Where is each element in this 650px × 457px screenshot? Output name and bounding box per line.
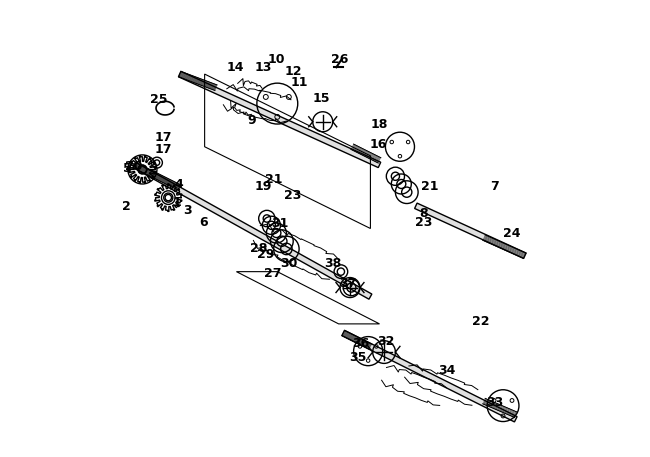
Text: 19: 19	[254, 180, 272, 193]
Polygon shape	[133, 162, 372, 299]
Text: 7: 7	[490, 180, 499, 193]
Text: 4: 4	[174, 178, 183, 191]
Text: 23: 23	[415, 216, 433, 229]
Text: 28: 28	[250, 243, 267, 255]
Text: 21: 21	[265, 173, 283, 186]
Text: 9: 9	[247, 114, 255, 127]
Text: 38: 38	[324, 257, 342, 271]
Text: 10: 10	[268, 53, 285, 66]
Text: 34: 34	[438, 364, 456, 377]
Text: 29: 29	[257, 248, 275, 261]
Text: 25: 25	[150, 93, 167, 106]
Text: 27: 27	[264, 266, 281, 280]
Text: 17: 17	[154, 131, 172, 144]
Text: 32: 32	[377, 335, 394, 348]
Text: 13: 13	[254, 61, 272, 74]
Text: 18: 18	[370, 117, 388, 131]
Text: 31: 31	[271, 217, 288, 229]
Polygon shape	[415, 203, 526, 259]
Text: 24: 24	[503, 227, 521, 239]
Polygon shape	[179, 71, 381, 168]
Text: 26: 26	[332, 53, 348, 65]
Text: 1: 1	[173, 196, 182, 209]
Text: 12: 12	[285, 65, 302, 78]
Text: 20: 20	[125, 160, 143, 173]
Text: 17: 17	[154, 143, 172, 155]
Text: 22: 22	[472, 315, 489, 328]
Text: 8: 8	[420, 207, 428, 220]
Text: 35: 35	[350, 351, 367, 364]
Text: 14: 14	[227, 61, 244, 74]
Text: 6: 6	[200, 216, 208, 229]
Polygon shape	[342, 330, 517, 422]
Text: 3: 3	[183, 204, 192, 217]
Text: 36: 36	[352, 337, 369, 350]
Text: 15: 15	[313, 92, 330, 105]
Text: 21: 21	[421, 180, 438, 193]
Text: 5: 5	[124, 162, 132, 175]
Text: 11: 11	[291, 76, 308, 89]
Text: 2: 2	[122, 200, 131, 213]
Text: 16: 16	[370, 138, 387, 151]
Text: 23: 23	[283, 189, 301, 202]
Text: 33: 33	[486, 396, 503, 409]
Text: 37: 37	[339, 277, 356, 290]
Text: 30: 30	[280, 257, 297, 271]
